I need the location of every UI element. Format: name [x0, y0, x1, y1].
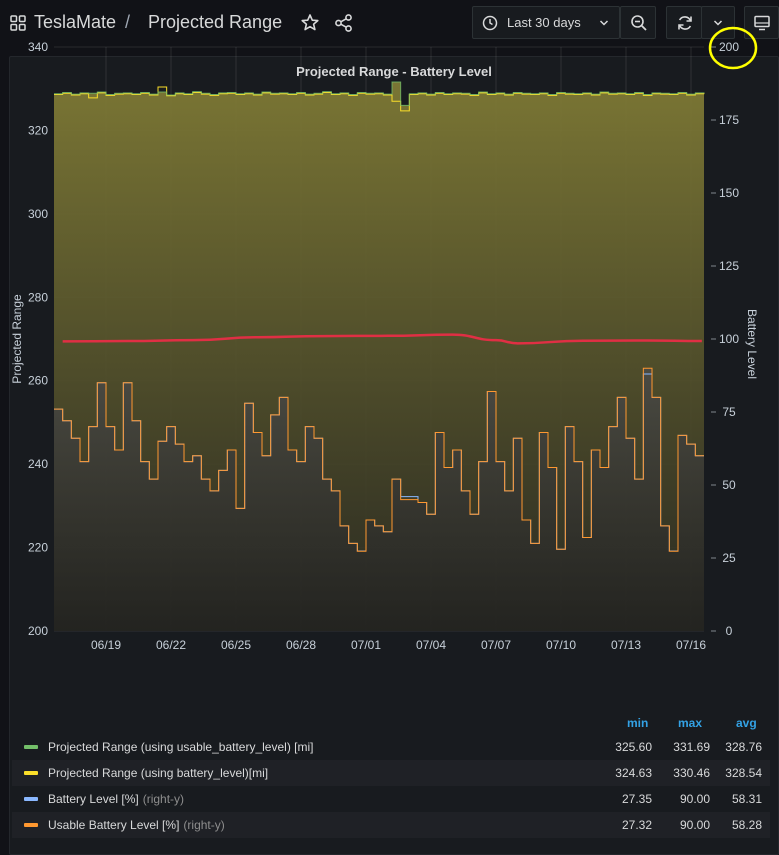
legend-axis-note: (right-y) [183, 818, 225, 832]
legend-series-name[interactable]: Usable Battery Level [%] (right-y) [48, 818, 225, 832]
y-tick-label: 220 [28, 541, 48, 555]
legend-max: 330.46 [673, 766, 710, 780]
y2-tick-label: 0 [726, 624, 733, 638]
legend-max: 90.00 [679, 792, 710, 806]
legend-min: 325.60 [615, 740, 652, 754]
y2-tick-label: 50 [722, 478, 736, 492]
chevron-down-icon [599, 20, 609, 26]
legend-avg: 58.28 [731, 818, 762, 832]
x-tick-label: 06/22 [156, 638, 186, 652]
y2-tick-label: 200 [719, 40, 739, 54]
legend-series-name[interactable]: Battery Level [%] (right-y) [48, 792, 184, 806]
battery-area-fill [54, 368, 704, 631]
legend-axis-note: (right-y) [142, 792, 185, 806]
y-axis-label: Projected Range [10, 294, 24, 384]
legend-min: 324.63 [615, 766, 652, 780]
series-line-average[interactable] [62, 333, 702, 345]
monitor-icon [754, 15, 770, 31]
series-line-range-usable[interactable] [54, 81, 705, 106]
y-tick-label: 200 [28, 624, 48, 638]
zoom-out-button[interactable] [620, 6, 656, 39]
legend-row-usable-battery-level[interactable]: Usable Battery Level [%] (right-y) 27.32 … [12, 812, 770, 838]
legend-max: 331.69 [673, 740, 710, 754]
breadcrumb-separator: / [125, 12, 131, 32]
page-title[interactable]: Projected Range [148, 12, 283, 32]
y2-tick-label: 125 [719, 259, 739, 273]
x-tick-label: 07/13 [611, 638, 641, 652]
legend-series-title: Usable Battery Level [%] [48, 818, 180, 832]
x-tick-label: 07/01 [351, 638, 381, 652]
legend-series-name[interactable]: Projected Range (using usable_battery_le… [48, 740, 314, 754]
refresh-icon [678, 16, 692, 30]
y2-tick-label: 175 [719, 113, 739, 127]
top-navbar: TeslaMate / Projected Range Last 30 days [0, 0, 779, 48]
legend-max: 90.00 [679, 818, 710, 832]
x-tick-label: 06/28 [286, 638, 316, 652]
zoom-out-icon [631, 15, 647, 31]
y-tick-label: 320 [28, 123, 48, 137]
legend-header-avg[interactable]: avg [736, 716, 757, 730]
y2-tick-label: 100 [719, 332, 739, 346]
legend-avg: 58.31 [731, 792, 762, 806]
legend-row-range-battery[interactable]: Projected Range (using battery_level)[mi… [12, 760, 770, 786]
projected-range-chart: 200 220 240 260 280 300 320 340 0 25 50 75 100 125 150… [10, 26, 759, 652]
legend-swatch [24, 823, 38, 827]
share-icon[interactable] [333, 12, 355, 34]
y-tick-label: 260 [28, 374, 48, 388]
y-tick-label: 240 [28, 457, 48, 471]
clock-icon [482, 15, 498, 31]
breadcrumb-app-name[interactable]: TeslaMate [34, 12, 117, 32]
series-line-usable-battery-level[interactable] [54, 367, 704, 552]
x-tick-label: 06/25 [221, 638, 251, 652]
legend-min: 27.35 [621, 792, 652, 806]
x-tick-label: 06/19 [91, 638, 121, 652]
legend-series-name[interactable]: Projected Range (using battery_level)[mi… [48, 766, 269, 780]
y-tick-label: 340 [28, 40, 48, 54]
x-tick-label: 07/10 [546, 638, 576, 652]
legend-min: 27.32 [621, 818, 652, 832]
y2-tick-label: 75 [722, 405, 736, 419]
legend-swatch [24, 771, 38, 775]
legend-avg: 328.54 [725, 766, 762, 780]
legend-header-max[interactable]: max [678, 716, 703, 730]
x-tick-label: 07/16 [676, 638, 706, 652]
legend-avg: 328.76 [725, 740, 762, 754]
legend-row-range-usable[interactable]: Projected Range (using usable_battery_le… [12, 734, 770, 760]
legend-swatch [24, 745, 38, 749]
x-tick-label: 07/04 [416, 638, 446, 652]
star-icon[interactable] [299, 12, 321, 34]
y2-tick-label: 150 [719, 186, 739, 200]
apps-grid-icon[interactable] [10, 15, 26, 31]
y-tick-label: 300 [28, 207, 48, 221]
x-tick-label: 07/07 [481, 638, 511, 652]
y2-tick-label: 25 [722, 551, 736, 565]
y2-axis-label: Battery Level [745, 309, 759, 379]
time-range-label: Last 30 days [507, 15, 581, 30]
refresh-button[interactable] [666, 6, 702, 39]
chevron-down-icon [713, 20, 723, 26]
legend-header-min[interactable]: min [627, 716, 649, 730]
panel-title[interactable]: Projected Range - Battery Level [296, 64, 492, 79]
time-range-picker[interactable]: Last 30 days [472, 6, 620, 39]
legend-row-battery-level[interactable]: Battery Level [%] (right-y) 27.35 90.00 5… [12, 786, 770, 812]
y-tick-label: 280 [28, 290, 48, 304]
highlight-annotation [708, 26, 758, 70]
legend-series-title: Battery Level [%] [48, 792, 139, 806]
legend-swatch [24, 797, 38, 801]
